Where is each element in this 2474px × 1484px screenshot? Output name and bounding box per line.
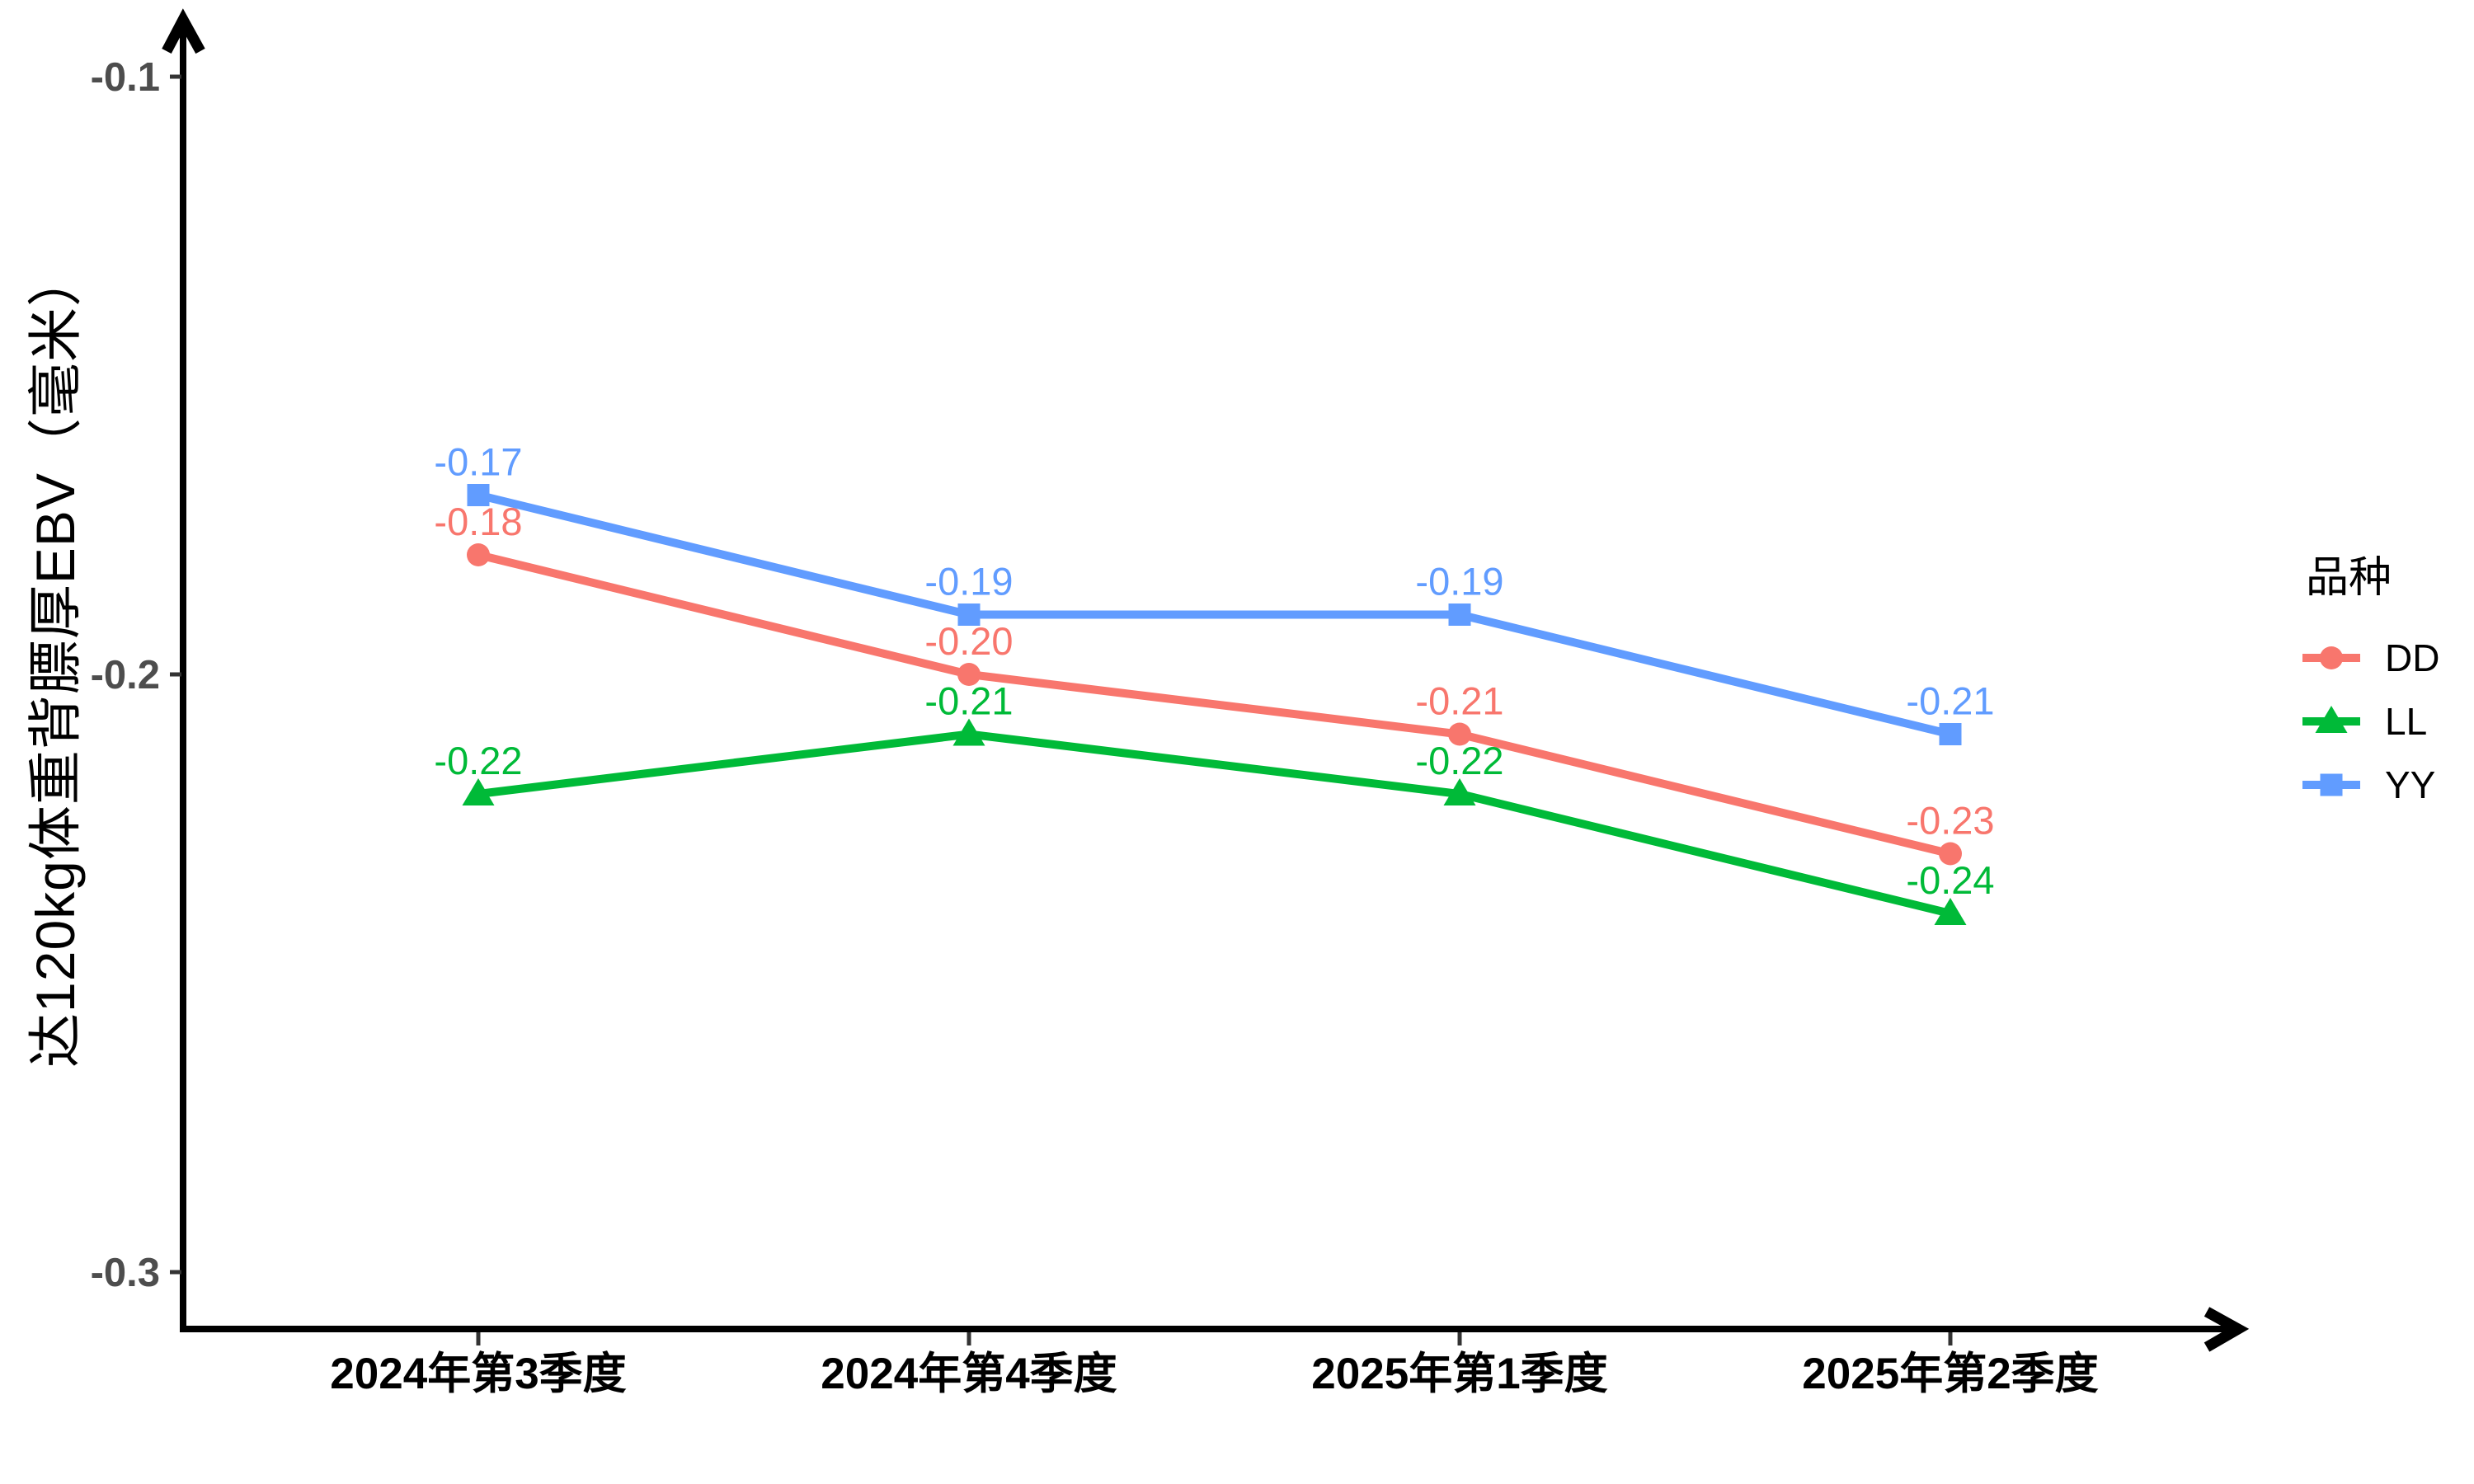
legend-item-LL: LL — [2302, 689, 2439, 753]
point-label-LL-1: -0.21 — [924, 679, 1013, 723]
legend-key-YY-icon — [2302, 773, 2360, 796]
point-label-DD-3: -0.23 — [1906, 799, 1994, 843]
point-label-DD-0: -0.18 — [434, 500, 522, 543]
point-marker-YY-2 — [1448, 603, 1471, 626]
y-axis-title: 达120kg体重背膘厚EBV（毫米） — [25, 251, 86, 1068]
legend-item-YY: YY — [2302, 753, 2439, 816]
xtick-label-1: 2024年第4季度 — [821, 1350, 1117, 1398]
series-line-YY — [477, 491, 1952, 739]
point-marker-LL-1 — [952, 718, 985, 746]
point-label-DD-2: -0.21 — [1415, 679, 1503, 723]
ytick-label-1: -0.2 — [91, 653, 160, 697]
point-marker-LL-2 — [1443, 778, 1476, 805]
point-marker-YY-0 — [467, 484, 490, 506]
legend-title: 品种 — [2306, 554, 2392, 602]
point-label-YY-1: -0.19 — [924, 560, 1013, 603]
point-label-LL-3: -0.24 — [1906, 858, 1994, 902]
series-line-DD — [477, 551, 1952, 858]
point-marker-DD-1 — [957, 663, 981, 686]
point-label-LL-0: -0.22 — [434, 739, 522, 782]
point-marker-LL-3 — [1934, 898, 1967, 925]
xtick-label-0: 2024年第3季度 — [330, 1350, 626, 1398]
series-line-LL — [477, 730, 1952, 918]
xtick-label-2: 2025年第1季度 — [1311, 1350, 1607, 1398]
point-marker-DD-2 — [1448, 722, 1471, 746]
point-label-LL-2: -0.22 — [1415, 739, 1503, 782]
ytick-label-0: -0.1 — [91, 55, 160, 100]
point-marker-DD-3 — [1939, 842, 1962, 866]
legend-label-LL: LL — [2385, 699, 2428, 743]
point-label-DD-1: -0.20 — [924, 619, 1013, 663]
ytick-label-2: -0.3 — [91, 1251, 160, 1295]
y-axis-arrow-icon — [162, 8, 205, 54]
legend-key-DD-icon — [2302, 646, 2360, 669]
point-label-YY-2: -0.19 — [1415, 560, 1503, 603]
point-marker-DD-0 — [467, 543, 490, 566]
point-marker-YY-3 — [1939, 723, 1962, 745]
point-marker-YY-1 — [957, 603, 981, 626]
point-label-YY-0: -0.17 — [434, 440, 522, 484]
legend-item-DD: DD — [2302, 626, 2439, 689]
legend-label-DD: DD — [2385, 636, 2440, 679]
x-axis-arrow-icon — [2204, 1307, 2250, 1352]
legend-items: DD LL YY — [2302, 626, 2439, 816]
legend-key-LL-icon — [2302, 705, 2360, 733]
point-marker-LL-0 — [462, 778, 495, 805]
legend-label-YY: YY — [2385, 763, 2436, 806]
legend: 品种 DD LL YY — [2302, 542, 2439, 816]
xtick-label-3: 2025年第2季度 — [1802, 1350, 2098, 1398]
point-label-YY-3: -0.21 — [1906, 679, 1994, 723]
